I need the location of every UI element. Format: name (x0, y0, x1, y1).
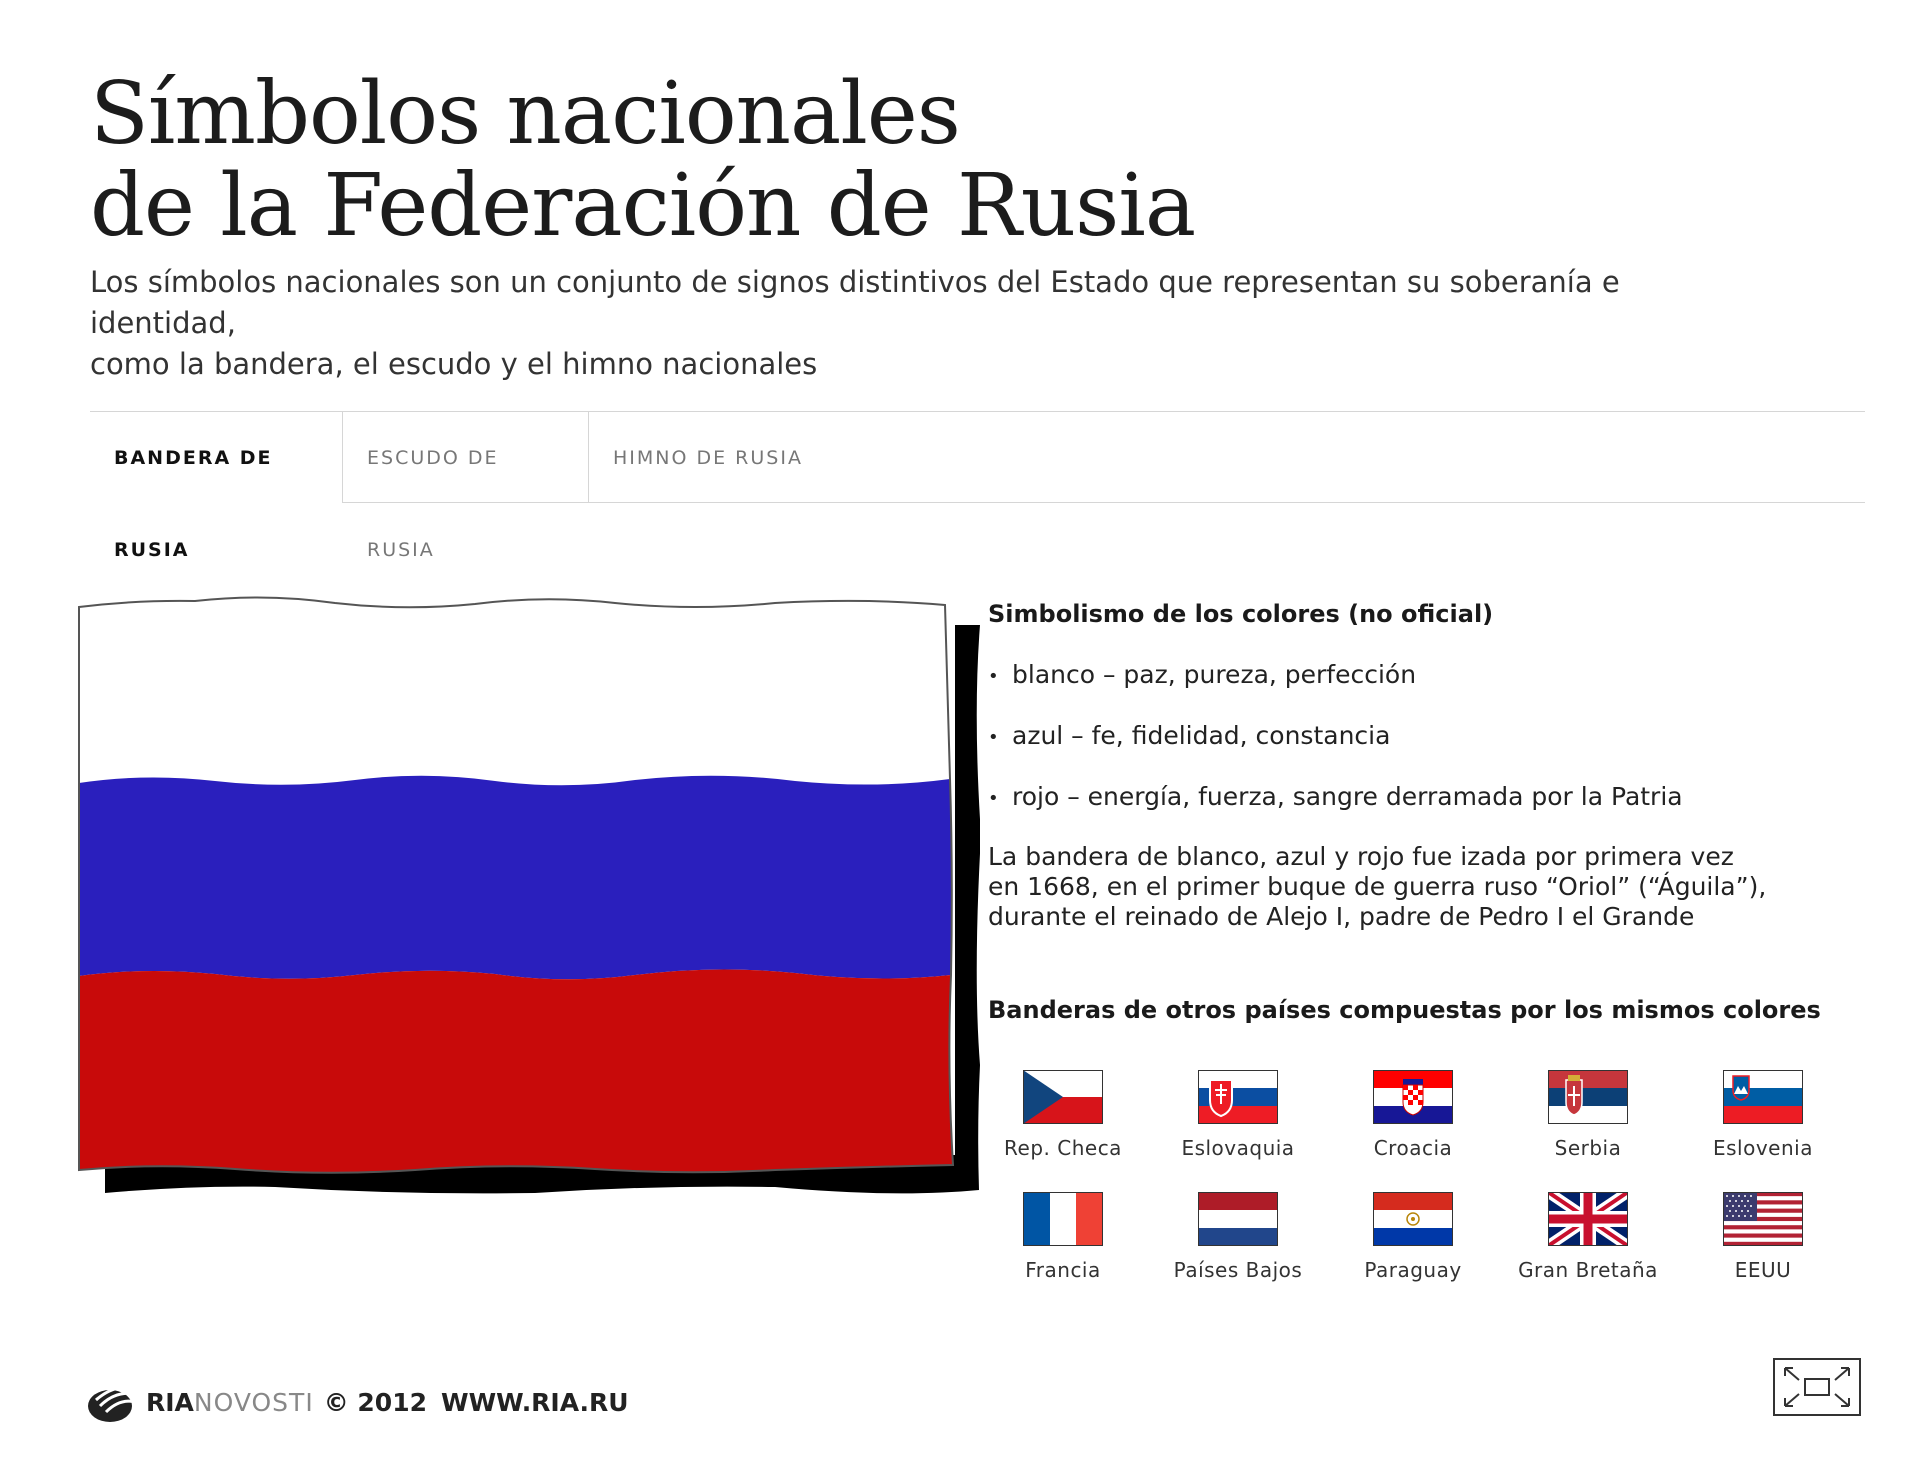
colors-heading: Simbolismo de los colores (no oficial) (988, 600, 1494, 628)
subtitle-line-1: Los símbolos nacionales son un conjunto … (90, 265, 1620, 340)
russia-flag (75, 595, 981, 1195)
bullet-icon: • (988, 787, 999, 809)
site-link[interactable]: WWW.RIA.RU (441, 1387, 629, 1417)
flag-outline (78, 596, 955, 1174)
serbia-flag-icon (1548, 1070, 1628, 1124)
subtitle-line-2: como la bandera, el escudo y el himno na… (90, 347, 818, 381)
country-croatia: Croacia (1338, 1070, 1488, 1160)
brand-ria: RIA (146, 1387, 194, 1417)
country-name: Rep. Checa (1004, 1136, 1122, 1160)
czech-flag-icon (1023, 1070, 1103, 1124)
country-name: Paraguay (1364, 1258, 1462, 1282)
country-paraguay: Paraguay (1338, 1192, 1488, 1282)
croatia-flag-icon (1373, 1070, 1453, 1124)
tab-bar-divider (342, 502, 1865, 503)
country-name: Eslovenia (1713, 1136, 1813, 1160)
bullet-text: azul – fe, fidelidad, constancia (1012, 721, 1391, 750)
page-subtitle: Los símbolos nacionales son un conjunto … (90, 262, 1770, 385)
country-france: Francia (988, 1192, 1138, 1282)
slovakia-flag-icon (1198, 1070, 1278, 1124)
list-item: • blanco – paz, pureza, perfección (988, 660, 1416, 689)
flag-stripe-white (79, 597, 945, 785)
netherlands-flag-icon (1198, 1192, 1278, 1246)
country-name: Eslovaquia (1181, 1136, 1295, 1160)
brand-novosti: NOVOSTI (193, 1387, 314, 1417)
title-line-2: de la Federación de Rusia (90, 156, 1196, 256)
list-item: • azul – fe, fidelidad, constancia (988, 721, 1390, 750)
country-netherlands: Países Bajos (1163, 1192, 1313, 1282)
uk-flag-icon (1548, 1192, 1628, 1246)
country-slovakia: Eslovaquia (1163, 1070, 1313, 1160)
paragraph-line: durante el reinado de Alejo I, padre de … (988, 902, 1695, 931)
country-serbia: Serbia (1513, 1070, 1663, 1160)
country-czech: Rep. Checa (988, 1070, 1138, 1160)
country-name: Francia (1025, 1258, 1101, 1282)
paragraph-line: La bandera de blanco, azul y rojo fue iz… (988, 842, 1734, 871)
expand-icon (1784, 1367, 1850, 1407)
paragraph-line: en 1668, en el primer buque de guerra ru… (988, 872, 1767, 901)
history-paragraph: La bandera de blanco, azul y rojo fue iz… (988, 842, 1808, 932)
expand-button[interactable] (1773, 1358, 1861, 1416)
country-name: Gran Bretaña (1518, 1258, 1658, 1282)
country-name: Países Bajos (1173, 1258, 1303, 1282)
bullet-icon: • (988, 726, 999, 748)
colors-info: Simbolismo de los colores (no oficial) •… (988, 600, 1821, 1024)
tab-bar: BANDERA DE RUSIA ESCUDO DE RUSIA HIMNO D… (90, 411, 1865, 561)
country-uk: Gran Bretaña (1513, 1192, 1663, 1282)
bullet-text: rojo – energía, fuerza, sangre derramada… (1012, 782, 1683, 811)
france-flag-icon (1023, 1192, 1103, 1246)
russia-flag-graphic (78, 596, 981, 1194)
country-name: EEUU (1734, 1258, 1792, 1282)
tab-bandera[interactable]: BANDERA DE RUSIA (90, 412, 342, 561)
list-item: • rojo – energía, fuerza, sangre derramad… (988, 782, 1683, 811)
country-name: Serbia (1554, 1136, 1622, 1160)
flag-stripe-blue (79, 775, 952, 980)
other-flags-heading: Banderas de otros países compuestas por … (988, 996, 1821, 1024)
other-flags-grid: Rep. Checa Eslovaquia Croacia (988, 1070, 1868, 1320)
copyright: © 2012 (323, 1387, 427, 1417)
flag-stripe-red (79, 969, 953, 1173)
title-line-1: Símbolos nacionales (90, 64, 961, 164)
country-name: Croacia (1373, 1136, 1453, 1160)
bullet-text: blanco – paz, pureza, perfección (1012, 660, 1417, 689)
bullet-icon: • (988, 665, 999, 687)
footer: RIA NOVOSTI © 2012 WWW.RIA.RU (86, 1378, 629, 1426)
page-title: Símbolos nacionales de la Federación de … (90, 68, 1390, 252)
paraguay-flag-icon (1373, 1192, 1453, 1246)
country-usa: EEUU (1688, 1192, 1838, 1282)
tab-himno[interactable]: HIMNO DE RUSIA (588, 412, 828, 502)
tab-escudo[interactable]: ESCUDO DE RUSIA (342, 412, 588, 561)
slovenia-flag-icon (1723, 1070, 1803, 1124)
ria-logo-icon[interactable] (86, 1380, 138, 1424)
country-slovenia: Eslovenia (1688, 1070, 1838, 1160)
usa-flag-icon (1723, 1192, 1803, 1246)
